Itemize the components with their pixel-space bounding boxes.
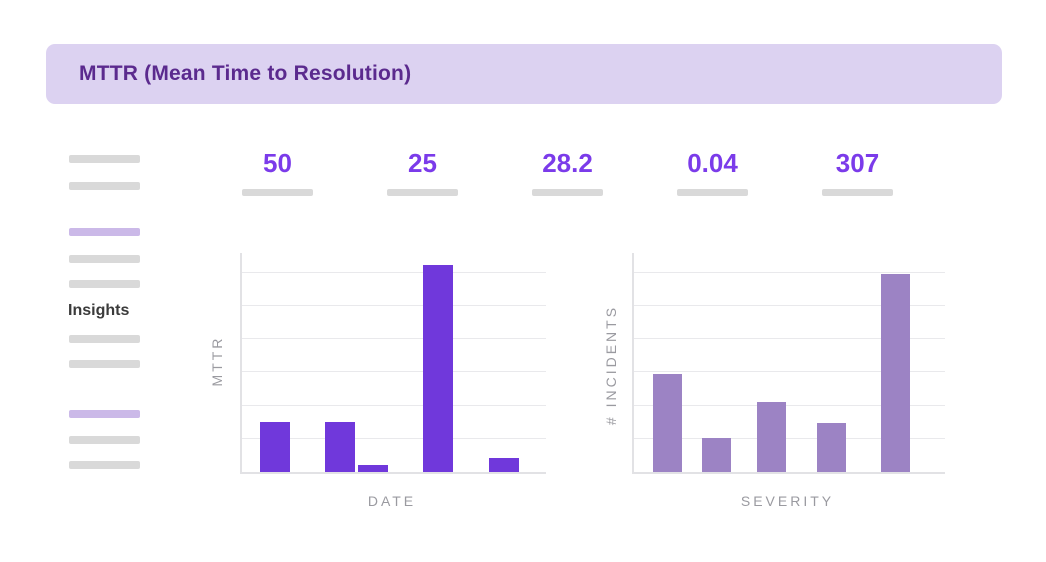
bar	[757, 402, 786, 472]
kpi-label-placeholder	[532, 189, 603, 196]
kpi-label-placeholder	[822, 189, 893, 196]
mttr-by-date-plot-area	[240, 253, 546, 474]
kpi-card: 25	[350, 147, 495, 196]
kpi-card: 0.04	[640, 147, 785, 196]
sidebar-placeholder-item[interactable]	[69, 182, 140, 190]
sidebar-placeholder-item[interactable]	[69, 436, 140, 444]
gridline	[242, 437, 546, 439]
sidebar-placeholder-item[interactable]	[69, 360, 140, 368]
bar	[325, 421, 355, 472]
kpi-label-placeholder	[387, 189, 458, 196]
kpi-row: 50 25 28.2 0.04 307	[205, 147, 930, 196]
kpi-label-placeholder	[677, 189, 748, 196]
gridline	[634, 338, 945, 340]
kpi-card: 28.2	[495, 147, 640, 196]
gridline	[242, 271, 546, 273]
bar	[881, 273, 910, 472]
kpi-card: 307	[785, 147, 930, 196]
y-axis-label-incidents: # INCIDENTS	[603, 304, 619, 426]
gridline	[634, 305, 945, 307]
bar	[702, 438, 731, 472]
gridline	[634, 371, 945, 373]
bar	[653, 374, 682, 472]
report-header-banner: MTTR (Mean Time to Resolution)	[46, 44, 1002, 104]
sidebar-placeholder-item[interactable]	[69, 155, 140, 163]
gridline	[242, 404, 546, 406]
kpi-value: 28.2	[542, 148, 593, 178]
gridline	[634, 404, 945, 406]
gridline	[242, 338, 546, 340]
x-axis-label-date: DATE	[367, 493, 417, 509]
sidebar-placeholder-item[interactable]	[69, 410, 140, 418]
gridline	[634, 271, 945, 273]
kpi-card: 50	[205, 147, 350, 196]
sidebar-item-insights[interactable]: Insights	[68, 302, 130, 319]
sidebar-placeholder-item[interactable]	[69, 461, 140, 469]
sidebar-placeholder-item[interactable]	[69, 280, 140, 288]
report-title: MTTR (Mean Time to Resolution)	[79, 62, 412, 85]
kpi-value: 25	[408, 148, 437, 178]
kpi-value: 307	[835, 148, 880, 178]
gridline	[634, 437, 945, 439]
kpi-label-placeholder	[242, 189, 313, 196]
sidebar-placeholder-item[interactable]	[69, 255, 140, 263]
gridline	[242, 371, 546, 373]
y-axis-label-mttr: MTTR	[209, 335, 225, 387]
x-axis-label-severity: SEVERITY	[740, 493, 835, 509]
bar	[358, 465, 388, 472]
bar	[260, 421, 290, 472]
sidebar-placeholder-item[interactable]	[69, 335, 140, 343]
gridline	[242, 305, 546, 307]
bar	[489, 457, 519, 472]
incidents-by-severity-plot-area	[632, 253, 945, 474]
bar	[423, 264, 453, 472]
bar	[817, 422, 846, 472]
kpi-value: 0.04	[687, 148, 738, 178]
sidebar-placeholder-item[interactable]	[69, 228, 140, 236]
kpi-value: 50	[263, 148, 292, 178]
